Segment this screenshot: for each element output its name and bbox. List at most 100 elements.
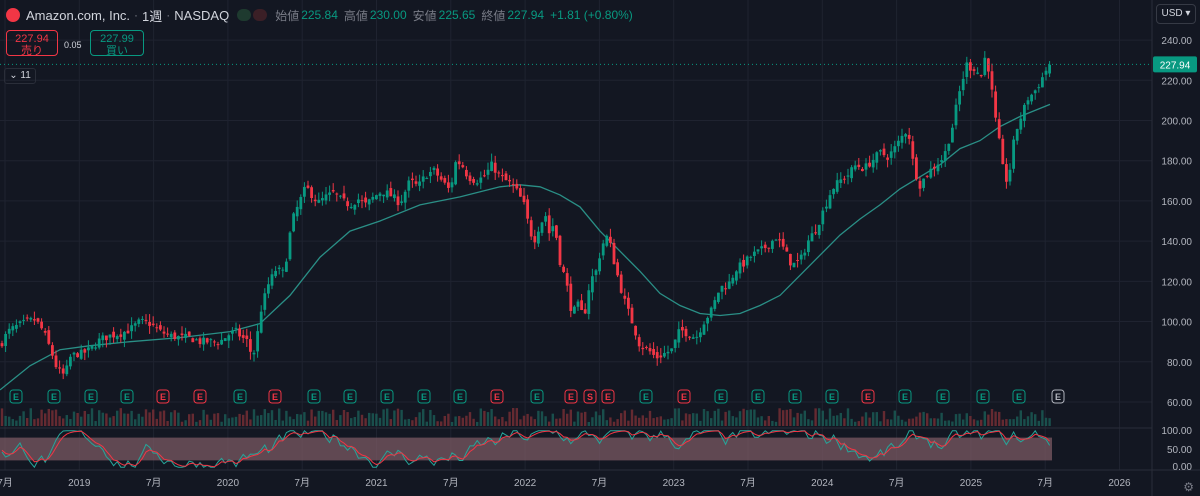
settings-gear-icon[interactable]: ⚙ [1183,480,1194,494]
volume-bar [519,419,522,426]
volume-bar [501,416,504,426]
earnings-marker[interactable] [714,389,728,404]
volume-bar [494,416,497,426]
candle-body [670,348,673,352]
earnings-marker[interactable] [936,389,950,404]
candle-body [745,256,749,266]
candle-body [155,327,159,329]
candle-body [749,256,753,258]
volume-bar [1005,419,1008,426]
volume-bar [33,419,36,426]
candle-body [148,322,151,326]
volume-bar [490,409,493,426]
volume-bar [522,415,526,426]
status-pill-icon[interactable] [237,9,268,21]
earnings-marker[interactable] [898,389,912,404]
candle-body [537,231,540,244]
volume-bar [152,409,155,426]
volume-bar [713,410,716,426]
earnings-marker[interactable] [47,389,61,404]
volume-bar [123,413,126,426]
earnings-marker[interactable] [84,389,98,404]
earnings-marker[interactable] [268,389,282,404]
earnings-marker-label: E [347,392,353,402]
candle-body [450,182,454,188]
volume-bar [627,420,630,426]
candle-body [933,166,936,169]
volume-bar [674,408,677,426]
candle-body [119,334,123,337]
buy-button[interactable]: 227.99 買い [90,30,144,57]
candle-body [691,337,695,339]
volume-bar [584,411,587,426]
volume-bar [328,413,331,426]
volume-bar [159,411,162,426]
earnings-marker[interactable] [120,389,134,404]
volume-bar [728,410,731,426]
earnings-marker[interactable] [583,389,597,404]
volume-bar [83,410,86,426]
candle-body [742,259,745,267]
interval-label[interactable]: 1週 [142,8,163,24]
volume-bar [702,409,706,426]
candle-body [601,243,605,256]
earnings-marker[interactable] [307,389,321,404]
candle-body [1015,128,1019,141]
earnings-marker[interactable] [564,389,578,404]
currency-select[interactable]: USD ▾ [1156,4,1196,24]
volume-bar [609,417,612,426]
candle-body [814,232,817,234]
earnings-marker[interactable] [156,389,170,404]
earnings-marker[interactable] [976,389,990,404]
earnings-marker[interactable] [677,389,691,404]
earnings-marker[interactable] [601,389,615,404]
volume-bar [180,421,184,426]
earnings-marker[interactable] [639,389,653,404]
candle-body [288,232,292,260]
volume-bar [342,409,346,426]
earnings-marker[interactable] [825,389,839,404]
earnings-marker[interactable] [380,389,394,404]
sell-button[interactable]: 227.94 売り [6,30,58,57]
volume-bar [0,408,4,426]
symbol-name[interactable]: Amazon.com, Inc. [26,7,131,23]
candle-body [1008,169,1012,182]
earnings-marker[interactable] [1051,389,1065,404]
volume-bar [44,413,47,426]
candle-body [1005,164,1008,182]
earnings-marker[interactable] [9,389,23,404]
candle-body [411,178,414,181]
open-value: 225.84 [301,8,338,22]
candle-body [400,201,403,203]
volume-bar [112,416,115,426]
earnings-marker[interactable] [417,389,431,404]
earnings-marker[interactable] [233,389,247,404]
earnings-marker[interactable] [193,389,207,404]
earnings-marker[interactable] [530,389,544,404]
volume-bar [602,409,605,426]
earnings-marker[interactable] [861,389,875,404]
volume-bar [886,419,889,426]
candle-body [357,199,360,204]
candle-body [83,349,87,353]
earnings-marker[interactable] [453,389,467,404]
volume-bar [303,412,306,426]
earnings-marker[interactable] [1012,389,1026,404]
volume-bar [562,409,565,426]
y-tick-label: 180.00 [1161,157,1192,168]
candle-body [76,353,79,358]
candle-body [943,151,947,162]
volume-bar [465,415,468,426]
candle-body [173,332,177,339]
earnings-marker[interactable] [751,389,765,404]
earnings-marker[interactable] [343,389,357,404]
candle-body [130,325,133,332]
earnings-marker[interactable] [788,389,802,404]
volume-bar [623,410,626,426]
indicators-toggle-button[interactable]: ⌄ 11 [4,68,36,84]
candle-body [184,333,187,338]
volume-bar [897,415,900,426]
candle-body [465,169,468,177]
earnings-marker[interactable] [490,389,504,404]
